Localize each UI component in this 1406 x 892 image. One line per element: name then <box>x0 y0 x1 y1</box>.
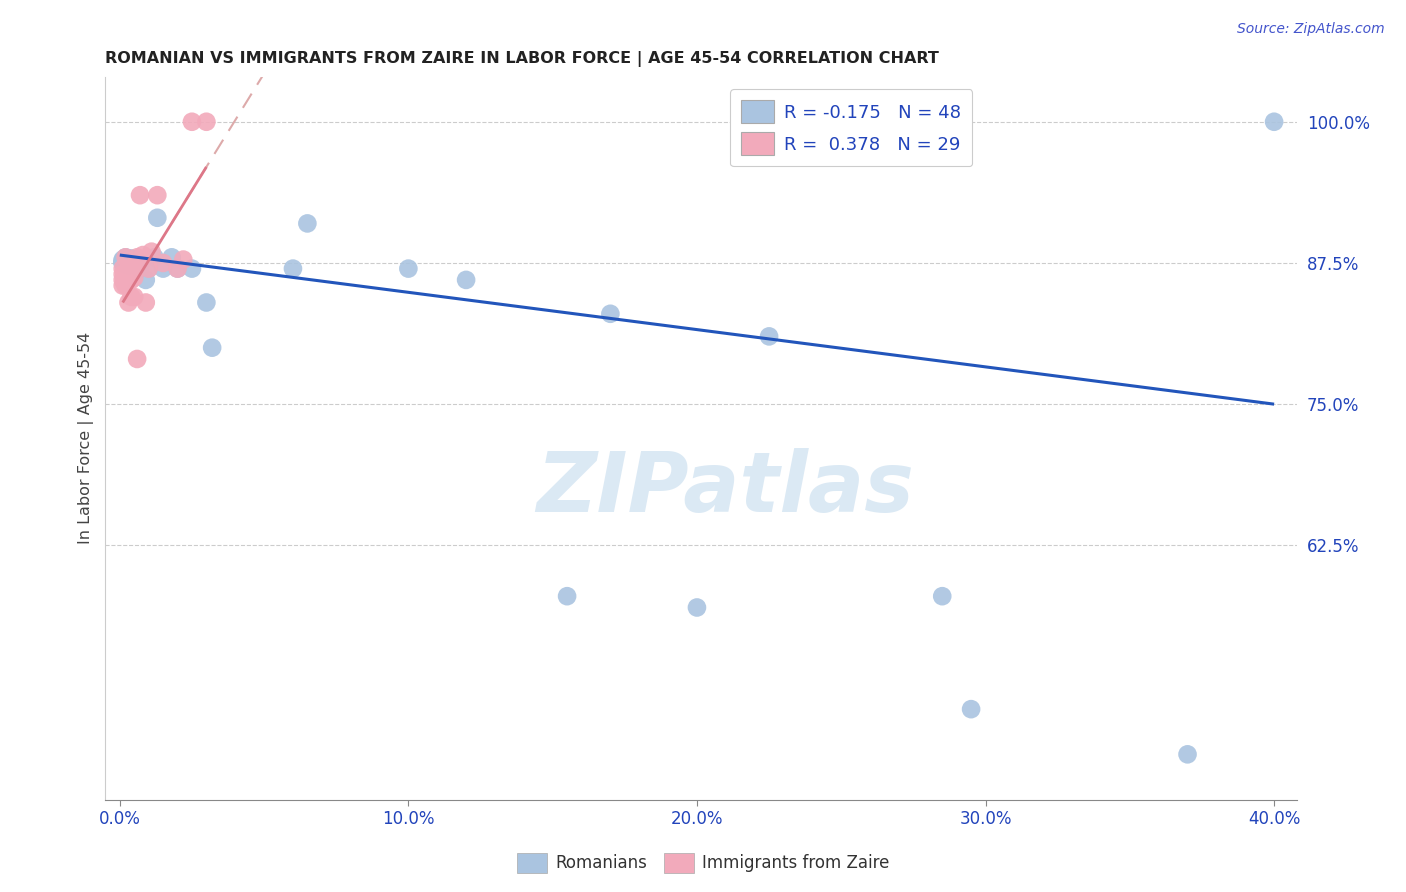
Point <box>1177 747 1199 762</box>
Point <box>166 261 188 276</box>
Point <box>117 255 139 269</box>
Point <box>114 252 136 266</box>
Point <box>146 211 169 225</box>
Point <box>152 261 174 276</box>
Point <box>111 273 134 287</box>
Point <box>120 257 142 271</box>
Point <box>201 341 224 355</box>
Point <box>114 253 136 268</box>
Point <box>456 273 478 287</box>
Point <box>111 255 134 269</box>
Point <box>396 261 419 276</box>
Text: ROMANIAN VS IMMIGRANTS FROM ZAIRE IN LABOR FORCE | AGE 45-54 CORRELATION CHART: ROMANIAN VS IMMIGRANTS FROM ZAIRE IN LAB… <box>105 51 939 67</box>
Point <box>1263 114 1285 128</box>
Point <box>117 256 139 270</box>
Point <box>117 252 139 267</box>
Point <box>146 188 169 202</box>
Point <box>120 273 142 287</box>
Point <box>122 270 145 285</box>
Point <box>141 244 163 259</box>
Point <box>160 250 183 264</box>
Point <box>122 261 145 276</box>
Point <box>120 290 142 304</box>
Point <box>129 261 152 276</box>
Point <box>117 261 139 276</box>
Point <box>129 188 152 202</box>
Point <box>117 273 139 287</box>
Y-axis label: In Labor Force | Age 45-54: In Labor Force | Age 45-54 <box>79 332 94 544</box>
Point <box>120 261 142 276</box>
Point <box>117 258 139 272</box>
Point <box>195 295 218 310</box>
Point <box>138 261 160 276</box>
Text: ZIPatlas: ZIPatlas <box>536 448 914 529</box>
Point <box>127 253 149 268</box>
Legend: Romanians, Immigrants from Zaire: Romanians, Immigrants from Zaire <box>510 847 896 880</box>
Point <box>114 278 136 293</box>
Point <box>111 253 134 268</box>
Point <box>127 255 149 269</box>
Point <box>111 267 134 281</box>
Point <box>120 253 142 268</box>
Point <box>120 255 142 269</box>
Point <box>132 248 155 262</box>
Text: Source: ZipAtlas.com: Source: ZipAtlas.com <box>1237 22 1385 37</box>
Point <box>281 261 304 276</box>
Point <box>114 250 136 264</box>
Point <box>172 252 194 267</box>
Point <box>143 250 166 264</box>
Point <box>114 250 136 264</box>
Point <box>152 256 174 270</box>
Point <box>127 250 149 264</box>
Point <box>111 252 134 267</box>
Point <box>111 256 134 270</box>
Point <box>931 589 953 603</box>
Point <box>135 273 157 287</box>
Point <box>181 114 204 128</box>
Point <box>122 255 145 269</box>
Point <box>166 261 188 276</box>
Point <box>555 589 578 603</box>
Point <box>758 329 780 343</box>
Point <box>114 267 136 281</box>
Point <box>122 258 145 272</box>
Point <box>181 261 204 276</box>
Point <box>114 255 136 269</box>
Point <box>120 252 142 266</box>
Point <box>138 261 160 276</box>
Point <box>122 256 145 270</box>
Legend: R = -0.175   N = 48, R =  0.378   N = 29: R = -0.175 N = 48, R = 0.378 N = 29 <box>730 89 973 166</box>
Point <box>127 351 149 366</box>
Point <box>960 702 983 716</box>
Point <box>195 114 218 128</box>
Point <box>686 600 709 615</box>
Point <box>297 216 319 230</box>
Point <box>111 256 134 270</box>
Point <box>599 307 621 321</box>
Point <box>122 290 145 304</box>
Point <box>114 256 136 270</box>
Point <box>122 252 145 267</box>
Point <box>117 295 139 310</box>
Point <box>135 295 157 310</box>
Point <box>111 261 134 276</box>
Point <box>114 257 136 271</box>
Point <box>111 278 134 293</box>
